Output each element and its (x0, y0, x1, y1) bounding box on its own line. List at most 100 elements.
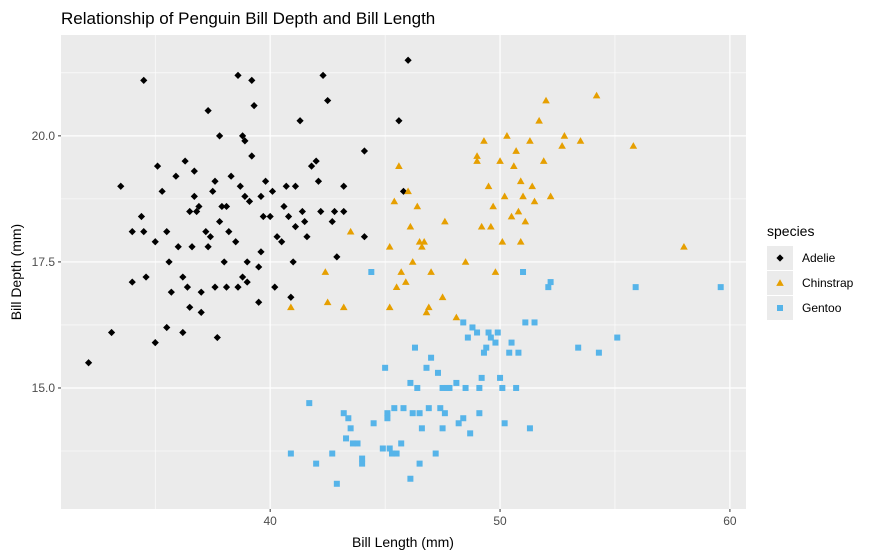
data-point (314, 177, 323, 185)
legend-key-marker (776, 254, 784, 262)
chart-title: Relationship of Penguin Bill Depth and B… (61, 9, 435, 28)
data-point (330, 207, 339, 216)
data-point (255, 263, 263, 271)
data-point (385, 303, 394, 311)
data-point (234, 283, 242, 291)
data-point (339, 303, 348, 311)
data-point (241, 137, 249, 145)
data-point (323, 298, 332, 306)
data-point (446, 384, 453, 391)
data-point (535, 116, 543, 124)
data-point (411, 344, 418, 351)
data-point (404, 187, 412, 195)
data-point (391, 405, 398, 412)
data-point (137, 212, 146, 221)
data-point (172, 172, 180, 180)
data-point (216, 217, 224, 226)
data-point (389, 450, 396, 457)
data-point (506, 349, 513, 356)
data-point (328, 217, 336, 226)
data-point (425, 405, 432, 412)
data-point (428, 354, 435, 361)
data-point (575, 344, 582, 351)
data-point (128, 228, 136, 236)
data-point (413, 202, 422, 210)
data-point (291, 182, 300, 190)
data-point (496, 157, 504, 164)
data-point (528, 182, 537, 190)
data-point (317, 207, 325, 216)
data-point (515, 349, 522, 356)
data-point (238, 132, 247, 140)
data-point (384, 415, 391, 422)
data-point (576, 137, 585, 144)
data-point (416, 410, 423, 417)
data-point (408, 258, 417, 265)
data-point (222, 202, 231, 211)
data-point (487, 222, 495, 230)
data-point (455, 420, 462, 427)
data-point (232, 238, 240, 246)
data-point (140, 228, 148, 236)
x-tick-label: 50 (493, 514, 507, 528)
data-point (560, 132, 569, 139)
data-point (359, 455, 366, 462)
data-point (595, 349, 602, 356)
data-point (278, 238, 286, 246)
data-point (107, 328, 116, 337)
data-point (321, 268, 330, 275)
x-axis-ticks: 40 50 60 (263, 509, 737, 528)
data-point (303, 233, 311, 241)
data-point (546, 192, 555, 200)
data-point (360, 147, 369, 155)
data-point (485, 329, 492, 336)
data-point (460, 319, 467, 326)
data-point (392, 283, 401, 290)
data-point (241, 192, 249, 200)
data-point (452, 313, 461, 321)
data-point (368, 269, 375, 275)
data-point (414, 384, 421, 391)
data-point (287, 450, 294, 457)
data-point (188, 243, 196, 251)
data-point (477, 222, 486, 230)
data-point (453, 379, 460, 386)
data-point (516, 237, 525, 245)
data-point (418, 425, 425, 432)
data-point (547, 279, 554, 286)
data-point (209, 187, 217, 195)
data-point (420, 237, 428, 245)
data-point (469, 324, 476, 331)
data-point (423, 364, 430, 371)
data-point (128, 278, 136, 286)
data-point (329, 450, 336, 457)
data-point (516, 177, 525, 185)
data-point (186, 207, 194, 216)
data-point (519, 192, 527, 200)
series-adelie (84, 56, 412, 367)
data-point (165, 258, 173, 266)
data-point (520, 269, 527, 275)
data-point (416, 460, 423, 467)
data-point (284, 212, 293, 221)
data-point (211, 283, 219, 291)
data-point (261, 177, 270, 185)
plot-panel (61, 35, 746, 509)
data-point (271, 283, 279, 291)
data-point (163, 323, 171, 332)
data-point (460, 415, 467, 422)
y-tick-label: 15.0 (32, 381, 56, 395)
data-point (427, 268, 435, 275)
data-point (255, 298, 263, 306)
data-point (498, 237, 507, 245)
data-point (489, 202, 497, 210)
data-point (248, 76, 256, 84)
data-point (632, 284, 639, 291)
data-point (542, 96, 550, 104)
data-point (243, 258, 251, 266)
data-point (151, 338, 159, 347)
data-point (354, 440, 361, 447)
data-point (346, 227, 355, 235)
data-point (521, 217, 530, 225)
data-point (234, 71, 242, 79)
